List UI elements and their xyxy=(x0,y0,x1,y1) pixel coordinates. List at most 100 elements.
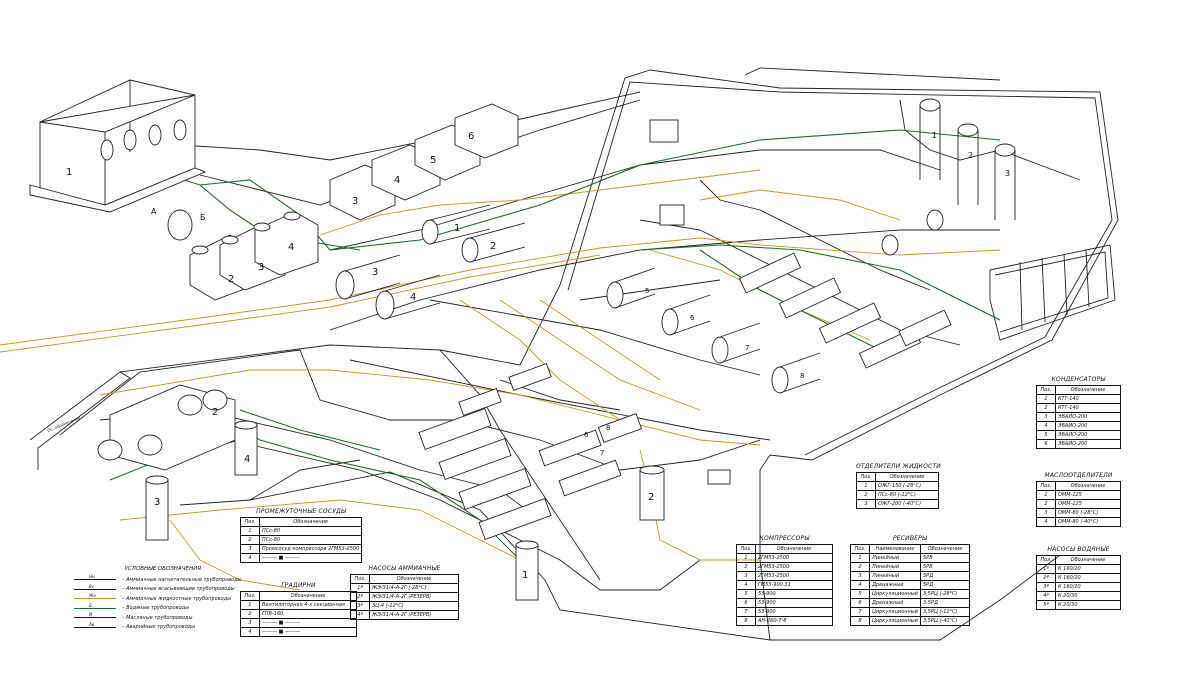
table-grid: Поз. Обозначение 1ª ЖЭ/31/4-А-2Г (-28°С) 2ª Ж… xyxy=(350,574,459,620)
table-cell: ——— ■ ——— xyxy=(259,627,357,637)
table-grid: Поз. Обозначение 1 ПСс-80 2 ПСс-80 3 Промсосуд … xyxy=(240,517,363,563)
table-cell: ОММ-80 (-40°С) xyxy=(1055,517,1121,527)
table-header-row: Поз. Обозначение xyxy=(350,574,459,584)
table-row: 5 ЭВАИО-200 xyxy=(1036,430,1121,440)
table-row: 3 ЭВАИО-200 xyxy=(1036,412,1121,422)
table-cell: АН-260-7-8 xyxy=(755,616,833,626)
label-tank-2: 2 xyxy=(228,274,234,285)
legend-text: – Водяные трубопроводы xyxy=(122,605,190,612)
table-row: 1 Вентиляторная 4-х секционная xyxy=(240,600,357,610)
table-header-row: Поз. Обозначение xyxy=(1036,385,1121,395)
table-row: 2ª ЖЭ/31/4-А-2Г (РЕЗЕРВ) xyxy=(350,592,459,602)
table-cell: 4 xyxy=(240,553,260,563)
table-header-cell: Обозначение xyxy=(258,517,363,527)
table-cell: К 160/20 xyxy=(1055,564,1121,574)
table-cell: 4 xyxy=(850,580,870,590)
table-title: Компрессоры xyxy=(759,535,810,542)
table-row: 2 КТГ-140 xyxy=(1036,403,1121,413)
table-liquid-separators: Отделители жидкости Поз. Обозначение 1 ОЖГ-1… xyxy=(856,463,941,509)
table-grid: Поз. Наименование Обозначение 1 Линейный 5РВ 2… xyxy=(850,544,970,626)
label-mid-5: 5 xyxy=(645,287,649,295)
legend-item: Вс – Аммиачные всасывающие трубопроводы xyxy=(74,583,242,595)
table-row: 1ª К 160/20 xyxy=(1036,564,1121,574)
table-cell: 1 xyxy=(1036,394,1056,404)
legend-code: В xyxy=(88,602,93,608)
table-row: 2ª К 160/20 xyxy=(1036,573,1121,583)
table-cell: 2 xyxy=(1036,499,1056,509)
table-cell: 1 xyxy=(850,553,870,563)
table-cell: Промсосуд компрессора 2ГМ53-2500 xyxy=(258,544,363,554)
table-cell: 4 xyxy=(1036,421,1056,431)
table-cell: 53-900 xyxy=(755,607,833,617)
table-cell: Линейный xyxy=(869,553,921,563)
table-cell: 5РД xyxy=(920,571,970,581)
table-header-row: Поз. Обозначение xyxy=(1036,481,1121,491)
table-cell: 6 xyxy=(850,598,870,608)
table-title: Градирни xyxy=(281,582,316,589)
table-cell: ОММ-125 xyxy=(1055,490,1121,500)
table-header-cell: Поз. xyxy=(736,544,756,554)
table-row: 4 Дренажный 5РД xyxy=(850,580,970,590)
label-mid-8: 8 xyxy=(800,372,804,380)
legend-item: Нн – Аммиачные нагнетательные трубопровод… xyxy=(74,574,242,585)
table-title: Насосы водяные xyxy=(1047,546,1110,553)
legend-item: Жа – Аммиачные жидкостные трубопроводы xyxy=(74,593,242,604)
label-a: А xyxy=(151,207,157,216)
table-header-cell: Обозначение xyxy=(1055,385,1121,395)
table-cell: Вентиляторная 4-х секционная xyxy=(259,600,357,610)
table-cell: 3 xyxy=(850,571,870,581)
legend-text: – Аммиачные всасывающие трубопроводы xyxy=(122,586,235,593)
table-cell: КТГ-140 xyxy=(1055,403,1121,413)
table-cell: Линейный xyxy=(869,562,921,572)
table-row: 1 Линейный 5РВ xyxy=(850,553,970,563)
table-row: 2 ГПВ-160 xyxy=(240,609,357,619)
table-row: 7 53-900 xyxy=(736,607,833,617)
table-ammonia-pumps: Насосы аммиачные Поз. Обозначение 1ª ЖЭ/31/4… xyxy=(350,565,459,620)
table-cell: 7 xyxy=(736,607,756,617)
table-compressors: Компрессоры Поз. Обозначение 1 2ГМ53-2500 2 2Г… xyxy=(736,535,833,626)
table-cell: 2 xyxy=(850,562,870,572)
table-cell: 3 xyxy=(240,544,260,554)
table-cooling-towers: Градирни Поз. Обозначение 1 Вентиляторная 4-… xyxy=(240,582,357,637)
table-row: 8 Циркуляционный 3,5РЦ (-40°С) xyxy=(850,616,970,626)
table-header-cell: Поз. xyxy=(1036,385,1056,395)
table-cell: 7 xyxy=(850,607,870,617)
table-header-cell: Поз. xyxy=(350,574,370,584)
legend-text: – Аммиачные жидкостные трубопроводы xyxy=(122,595,232,602)
table-row: 1 ОММ-125 xyxy=(1036,490,1121,500)
label-lower-2: 2 xyxy=(212,407,218,418)
table-cell: 1 xyxy=(736,553,756,563)
table-cell: 1 xyxy=(1036,490,1056,500)
label-lmid-6: 6 xyxy=(584,431,589,439)
table-row: 3 ОЖГ-200 (-40°С) xyxy=(856,499,939,509)
legend-title: Условные обозначения xyxy=(124,566,202,572)
table-cell: 3,5РЦ (-28°С) xyxy=(920,589,970,599)
table-cell: 1ª xyxy=(350,583,370,593)
table-cell: 2 xyxy=(240,609,260,619)
table-row: 4ª К 20/30 xyxy=(1036,591,1121,601)
table-cell: Дренажный xyxy=(869,580,921,590)
table-cell: 5РВ xyxy=(920,562,970,572)
table-row: 2 Линейный 5РВ xyxy=(850,562,970,572)
table-row: 6 53-900 xyxy=(736,598,833,608)
table-cell: 3,5РЦ (-12°С) xyxy=(920,607,970,617)
label-lmid-8: 8 xyxy=(606,424,610,432)
table-cell: ГПВ-160 xyxy=(259,609,357,619)
table-cell: 4 xyxy=(736,580,756,590)
table-grid: Поз. Обозначение 1 ОММ-125 2 ОММ-125 3 ОММ-80 (… xyxy=(1036,481,1121,527)
legend-line: В xyxy=(74,602,116,609)
legend-text: – Аварийные трубопроводы xyxy=(122,624,196,631)
table-row: 1 ПСс-80 xyxy=(240,526,363,536)
table-row: 7 Циркуляционный 3,5РЦ (-12°С) xyxy=(850,607,970,617)
table-grid: Поз. Обозначение 1 ОЖГ-150 (-28°С) 2 ПСс-80 (… xyxy=(856,472,939,509)
table-cell: ПСс-80 xyxy=(258,535,363,545)
legend-line: Нн xyxy=(74,574,116,581)
table-header-cell: Поз. xyxy=(850,544,870,554)
table-cell: 2ª xyxy=(350,592,370,602)
table-row: 8 АН-260-7-8 xyxy=(736,616,833,626)
table-cell: 3,5РЦ (-40°С) xyxy=(920,616,970,626)
table-header-cell: Обозначение xyxy=(920,544,970,554)
table-row: 6 Дренажный 3,5РД xyxy=(850,598,970,608)
label-lower-3: 3 xyxy=(154,497,160,508)
